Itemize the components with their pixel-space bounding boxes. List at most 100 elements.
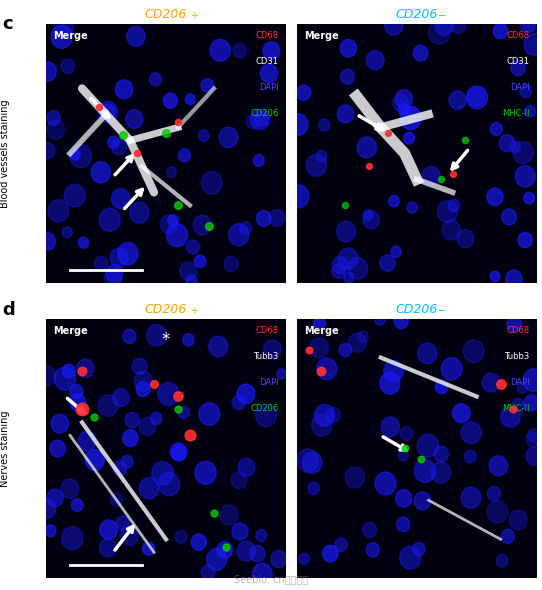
- Circle shape: [404, 132, 415, 144]
- Point: [496, 379, 505, 388]
- Circle shape: [384, 360, 403, 382]
- Circle shape: [269, 209, 285, 226]
- Circle shape: [101, 104, 115, 119]
- Circle shape: [194, 255, 206, 268]
- Circle shape: [526, 447, 542, 466]
- Circle shape: [332, 257, 348, 274]
- Circle shape: [170, 443, 186, 461]
- Point: [305, 345, 313, 355]
- Circle shape: [240, 222, 251, 234]
- Circle shape: [417, 434, 438, 457]
- Circle shape: [166, 167, 176, 178]
- Circle shape: [526, 432, 540, 447]
- Circle shape: [337, 221, 356, 242]
- Circle shape: [415, 460, 436, 482]
- Circle shape: [441, 358, 462, 380]
- Circle shape: [322, 545, 338, 562]
- Circle shape: [349, 333, 366, 352]
- Circle shape: [449, 91, 466, 109]
- Circle shape: [490, 271, 500, 281]
- Text: Blood vessels staining: Blood vessels staining: [1, 99, 10, 208]
- Point: [436, 175, 445, 184]
- Circle shape: [224, 257, 238, 271]
- Circle shape: [253, 563, 272, 585]
- Circle shape: [502, 209, 517, 225]
- Circle shape: [463, 340, 484, 362]
- Circle shape: [64, 184, 85, 207]
- Circle shape: [288, 114, 308, 135]
- Circle shape: [526, 394, 540, 410]
- Circle shape: [202, 172, 222, 194]
- Circle shape: [429, 21, 450, 44]
- Circle shape: [105, 267, 122, 286]
- Text: CD68: CD68: [506, 31, 530, 40]
- Circle shape: [496, 555, 508, 567]
- Circle shape: [509, 141, 520, 153]
- Circle shape: [380, 255, 395, 271]
- Circle shape: [263, 340, 281, 359]
- Text: −: −: [438, 11, 447, 21]
- Text: CD31: CD31: [256, 57, 279, 66]
- Circle shape: [186, 275, 197, 287]
- Circle shape: [391, 246, 401, 257]
- Point: [205, 221, 214, 231]
- Text: CD206: CD206: [145, 8, 187, 21]
- Circle shape: [375, 472, 396, 495]
- Circle shape: [414, 45, 428, 61]
- Circle shape: [178, 149, 190, 162]
- Circle shape: [183, 334, 194, 346]
- Point: [384, 128, 392, 137]
- Circle shape: [47, 489, 63, 507]
- Circle shape: [120, 526, 139, 546]
- Circle shape: [491, 123, 502, 136]
- Circle shape: [389, 195, 399, 207]
- Circle shape: [132, 358, 147, 375]
- Text: DAPI: DAPI: [259, 378, 279, 387]
- Circle shape: [39, 232, 55, 250]
- Circle shape: [464, 450, 476, 463]
- Point: [173, 392, 182, 401]
- Circle shape: [306, 155, 326, 176]
- Circle shape: [229, 224, 249, 246]
- Circle shape: [384, 15, 403, 35]
- Text: Merge: Merge: [53, 31, 88, 41]
- Circle shape: [299, 553, 309, 565]
- Circle shape: [55, 17, 73, 37]
- Circle shape: [366, 543, 379, 557]
- Point: [173, 405, 182, 414]
- Circle shape: [108, 136, 119, 149]
- Circle shape: [152, 461, 173, 485]
- Circle shape: [123, 329, 136, 343]
- Circle shape: [238, 458, 255, 476]
- Circle shape: [51, 25, 72, 48]
- Circle shape: [407, 202, 417, 213]
- Circle shape: [317, 358, 337, 380]
- Circle shape: [442, 220, 461, 240]
- Circle shape: [288, 185, 309, 208]
- Point: [508, 405, 517, 414]
- Circle shape: [201, 565, 215, 580]
- Circle shape: [332, 264, 345, 278]
- Circle shape: [396, 90, 412, 108]
- Circle shape: [493, 24, 507, 39]
- Circle shape: [418, 343, 437, 363]
- Text: Merge: Merge: [53, 326, 88, 336]
- Circle shape: [61, 59, 74, 74]
- Circle shape: [358, 331, 369, 342]
- Circle shape: [122, 430, 138, 447]
- Circle shape: [517, 382, 527, 394]
- Text: +: +: [190, 11, 198, 21]
- Circle shape: [256, 404, 276, 427]
- Circle shape: [451, 17, 466, 33]
- Circle shape: [467, 87, 485, 106]
- Circle shape: [501, 406, 520, 428]
- Circle shape: [178, 406, 190, 418]
- Circle shape: [363, 210, 373, 220]
- Text: CD206: CD206: [250, 404, 279, 413]
- Circle shape: [340, 40, 357, 57]
- Circle shape: [37, 366, 56, 386]
- Circle shape: [231, 471, 247, 489]
- Circle shape: [48, 200, 69, 222]
- Circle shape: [250, 545, 265, 562]
- Circle shape: [172, 445, 186, 461]
